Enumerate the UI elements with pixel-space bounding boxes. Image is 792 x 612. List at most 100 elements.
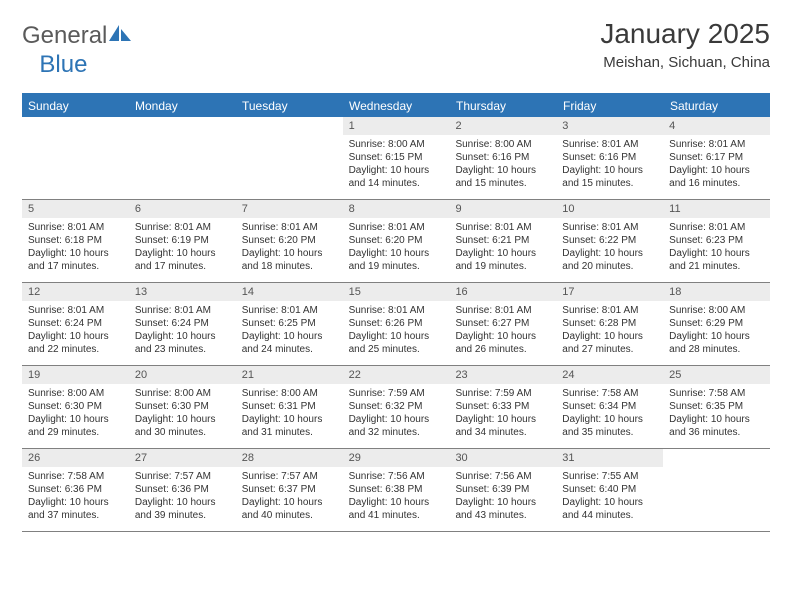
- brand-part1: General: [22, 22, 107, 50]
- week-row: 26Sunrise: 7:58 AMSunset: 6:36 PMDayligh…: [22, 449, 770, 532]
- day-cell: 19Sunrise: 8:00 AMSunset: 6:30 PMDayligh…: [22, 366, 129, 448]
- sunset-line: Sunset: 6:35 PM: [669, 400, 764, 413]
- daylight-line: Daylight: 10 hours and 29 minutes.: [28, 413, 123, 439]
- day-cell: 12Sunrise: 8:01 AMSunset: 6:24 PMDayligh…: [22, 283, 129, 365]
- daylight-line: Daylight: 10 hours and 15 minutes.: [455, 164, 550, 190]
- sunset-line: Sunset: 6:22 PM: [562, 234, 657, 247]
- dow-saturday: Saturday: [664, 95, 770, 117]
- sunrise-line: Sunrise: 8:01 AM: [455, 221, 550, 234]
- day-cell: 24Sunrise: 7:58 AMSunset: 6:34 PMDayligh…: [556, 366, 663, 448]
- sunrise-line: Sunrise: 8:01 AM: [135, 304, 230, 317]
- sunrise-line: Sunrise: 8:01 AM: [669, 138, 764, 151]
- day-number: 30: [449, 449, 556, 467]
- day-number: 14: [236, 283, 343, 301]
- day-body: Sunrise: 8:00 AMSunset: 6:30 PMDaylight:…: [22, 384, 129, 443]
- day-cell: 31Sunrise: 7:55 AMSunset: 6:40 PMDayligh…: [556, 449, 663, 531]
- title-block: January 2025 Meishan, Sichuan, China: [600, 18, 770, 71]
- daylight-line: Daylight: 10 hours and 26 minutes.: [455, 330, 550, 356]
- day-number: 22: [343, 366, 450, 384]
- day-body: Sunrise: 8:00 AMSunset: 6:29 PMDaylight:…: [663, 301, 770, 360]
- sunrise-line: Sunrise: 8:01 AM: [562, 221, 657, 234]
- sunset-line: Sunset: 6:39 PM: [455, 483, 550, 496]
- day-cell: 6Sunrise: 8:01 AMSunset: 6:19 PMDaylight…: [129, 200, 236, 282]
- sunset-line: Sunset: 6:16 PM: [455, 151, 550, 164]
- day-number: 9: [449, 200, 556, 218]
- sunset-line: Sunset: 6:20 PM: [242, 234, 337, 247]
- sunset-line: Sunset: 6:29 PM: [669, 317, 764, 330]
- day-body: Sunrise: 8:01 AMSunset: 6:18 PMDaylight:…: [22, 218, 129, 277]
- dow-monday: Monday: [129, 95, 236, 117]
- day-number: 20: [129, 366, 236, 384]
- day-number: 13: [129, 283, 236, 301]
- sunrise-line: Sunrise: 7:57 AM: [135, 470, 230, 483]
- day-cell: 21Sunrise: 8:00 AMSunset: 6:31 PMDayligh…: [236, 366, 343, 448]
- daylight-line: Daylight: 10 hours and 35 minutes.: [562, 413, 657, 439]
- sunset-line: Sunset: 6:18 PM: [28, 234, 123, 247]
- day-body: Sunrise: 8:01 AMSunset: 6:21 PMDaylight:…: [449, 218, 556, 277]
- sunrise-line: Sunrise: 7:59 AM: [349, 387, 444, 400]
- day-cell: 1Sunrise: 8:00 AMSunset: 6:15 PMDaylight…: [343, 117, 450, 199]
- sunrise-line: Sunrise: 8:01 AM: [562, 138, 657, 151]
- day-number: 31: [556, 449, 663, 467]
- day-cell: 18Sunrise: 8:00 AMSunset: 6:29 PMDayligh…: [663, 283, 770, 365]
- sunset-line: Sunset: 6:28 PM: [562, 317, 657, 330]
- day-number: 7: [236, 200, 343, 218]
- daylight-line: Daylight: 10 hours and 15 minutes.: [562, 164, 657, 190]
- daylight-line: Daylight: 10 hours and 21 minutes.: [669, 247, 764, 273]
- day-body: Sunrise: 8:01 AMSunset: 6:24 PMDaylight:…: [22, 301, 129, 360]
- sunset-line: Sunset: 6:16 PM: [562, 151, 657, 164]
- dow-wednesday: Wednesday: [343, 95, 450, 117]
- day-cell: 26Sunrise: 7:58 AMSunset: 6:36 PMDayligh…: [22, 449, 129, 531]
- sunset-line: Sunset: 6:23 PM: [669, 234, 764, 247]
- day-body: Sunrise: 8:01 AMSunset: 6:27 PMDaylight:…: [449, 301, 556, 360]
- sunrise-line: Sunrise: 8:00 AM: [349, 138, 444, 151]
- day-number: 12: [22, 283, 129, 301]
- sunset-line: Sunset: 6:40 PM: [562, 483, 657, 496]
- day-number: 8: [343, 200, 450, 218]
- sunrise-line: Sunrise: 7:56 AM: [349, 470, 444, 483]
- day-cell: 25Sunrise: 7:58 AMSunset: 6:35 PMDayligh…: [663, 366, 770, 448]
- day-body: Sunrise: 7:56 AMSunset: 6:39 PMDaylight:…: [449, 467, 556, 526]
- sunrise-line: Sunrise: 8:01 AM: [349, 221, 444, 234]
- day-body: Sunrise: 8:01 AMSunset: 6:20 PMDaylight:…: [236, 218, 343, 277]
- day-of-week-row: Sunday Monday Tuesday Wednesday Thursday…: [22, 95, 770, 117]
- day-cell: 30Sunrise: 7:56 AMSunset: 6:39 PMDayligh…: [449, 449, 556, 531]
- day-number: 1: [343, 117, 450, 135]
- day-number: 25: [663, 366, 770, 384]
- week-row: 5Sunrise: 8:01 AMSunset: 6:18 PMDaylight…: [22, 200, 770, 283]
- sunrise-line: Sunrise: 8:01 AM: [669, 221, 764, 234]
- daylight-line: Daylight: 10 hours and 27 minutes.: [562, 330, 657, 356]
- sunrise-line: Sunrise: 8:01 AM: [242, 221, 337, 234]
- day-number: 24: [556, 366, 663, 384]
- brand-logo: General: [22, 18, 135, 50]
- day-cell: .: [236, 117, 343, 199]
- day-body: Sunrise: 8:01 AMSunset: 6:26 PMDaylight:…: [343, 301, 450, 360]
- day-body: Sunrise: 8:01 AMSunset: 6:24 PMDaylight:…: [129, 301, 236, 360]
- daylight-line: Daylight: 10 hours and 28 minutes.: [669, 330, 764, 356]
- day-body: Sunrise: 7:56 AMSunset: 6:38 PMDaylight:…: [343, 467, 450, 526]
- sunset-line: Sunset: 6:30 PM: [28, 400, 123, 413]
- sunset-line: Sunset: 6:32 PM: [349, 400, 444, 413]
- day-number: 29: [343, 449, 450, 467]
- sunset-line: Sunset: 6:37 PM: [242, 483, 337, 496]
- sunset-line: Sunset: 6:31 PM: [242, 400, 337, 413]
- day-cell: 16Sunrise: 8:01 AMSunset: 6:27 PMDayligh…: [449, 283, 556, 365]
- day-number: 4: [663, 117, 770, 135]
- day-body: Sunrise: 7:57 AMSunset: 6:37 PMDaylight:…: [236, 467, 343, 526]
- day-body: Sunrise: 7:55 AMSunset: 6:40 PMDaylight:…: [556, 467, 663, 526]
- sunrise-line: Sunrise: 8:00 AM: [669, 304, 764, 317]
- day-cell: 22Sunrise: 7:59 AMSunset: 6:32 PMDayligh…: [343, 366, 450, 448]
- sunset-line: Sunset: 6:33 PM: [455, 400, 550, 413]
- day-body: Sunrise: 8:01 AMSunset: 6:16 PMDaylight:…: [556, 135, 663, 194]
- sunset-line: Sunset: 6:36 PM: [28, 483, 123, 496]
- day-number: 26: [22, 449, 129, 467]
- sunrise-line: Sunrise: 8:01 AM: [242, 304, 337, 317]
- sunset-line: Sunset: 6:24 PM: [28, 317, 123, 330]
- sunrise-line: Sunrise: 8:01 AM: [562, 304, 657, 317]
- sunset-line: Sunset: 6:30 PM: [135, 400, 230, 413]
- dow-thursday: Thursday: [450, 95, 557, 117]
- day-body: Sunrise: 8:01 AMSunset: 6:17 PMDaylight:…: [663, 135, 770, 194]
- sunrise-line: Sunrise: 7:58 AM: [28, 470, 123, 483]
- daylight-line: Daylight: 10 hours and 17 minutes.: [28, 247, 123, 273]
- day-cell: .: [129, 117, 236, 199]
